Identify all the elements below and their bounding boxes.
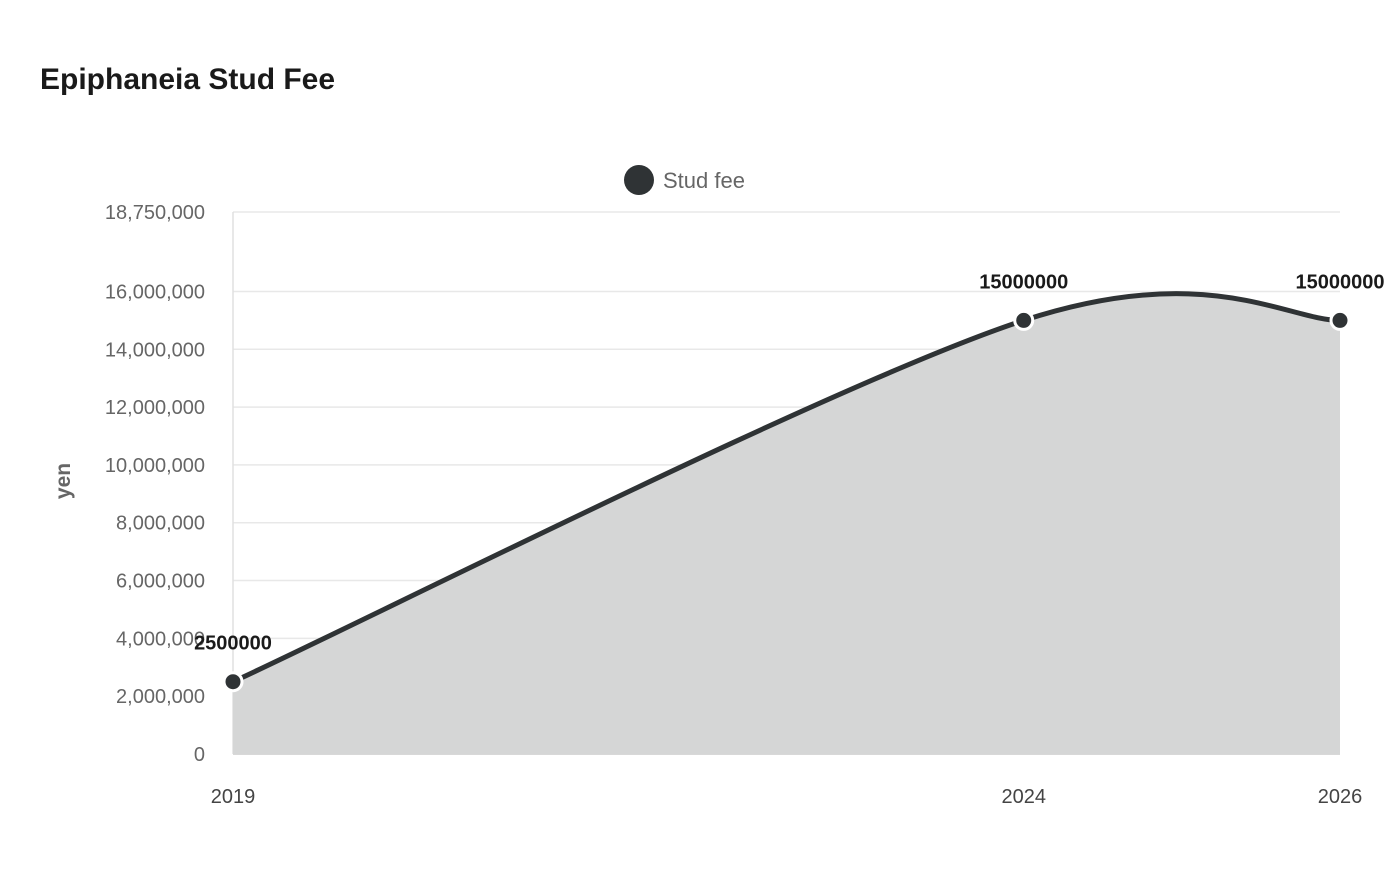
y-axis-ticks: 0 2,000,000 4,000,000 6,000,000 8,000,000 10,… [105, 202, 205, 766]
data-point[interactable] [1329, 309, 1351, 331]
data-labels: 2500000 15000000 15000000 [194, 271, 1384, 654]
y-tick-label: 8,000,000 [116, 513, 205, 535]
y-tick-label: 4,000,000 [116, 628, 205, 650]
chart-title: Epiphaneia Stud Fee [40, 63, 336, 96]
x-tick-label: 2019 [211, 786, 256, 808]
y-tick-label: 16,000,000 [105, 281, 205, 303]
x-tick-label: 2026 [1318, 786, 1363, 808]
y-tick-label: 12,000,000 [105, 397, 205, 419]
data-label: 2500000 [194, 633, 272, 655]
y-tick-label: 18,750,000 [105, 202, 205, 224]
x-tick-label: 2024 [1001, 786, 1046, 808]
data-point[interactable] [1013, 309, 1035, 331]
y-tick-label: 14,000,000 [105, 339, 205, 361]
series-line-stud-fee [230, 291, 1343, 685]
data-points [222, 309, 1351, 693]
legend-marker-stud-fee[interactable] [624, 165, 654, 195]
y-tick-label: 10,000,000 [105, 455, 205, 477]
x-axis-ticks: 2019 2024 2026 [211, 786, 1363, 808]
y-axis-title: yen [52, 463, 75, 499]
y-tick-label: 0 [194, 744, 205, 766]
data-point[interactable] [222, 671, 244, 693]
area-layer [230, 291, 1343, 754]
data-label: 15000000 [979, 271, 1068, 293]
y-tick-label: 2,000,000 [116, 686, 205, 708]
series-area-fill [233, 293, 1340, 754]
legend[interactable]: Stud fee [624, 165, 745, 195]
y-tick-label: 6,000,000 [116, 571, 205, 593]
data-label: 15000000 [1296, 271, 1385, 293]
legend-label-stud-fee[interactable]: Stud fee [663, 168, 745, 193]
